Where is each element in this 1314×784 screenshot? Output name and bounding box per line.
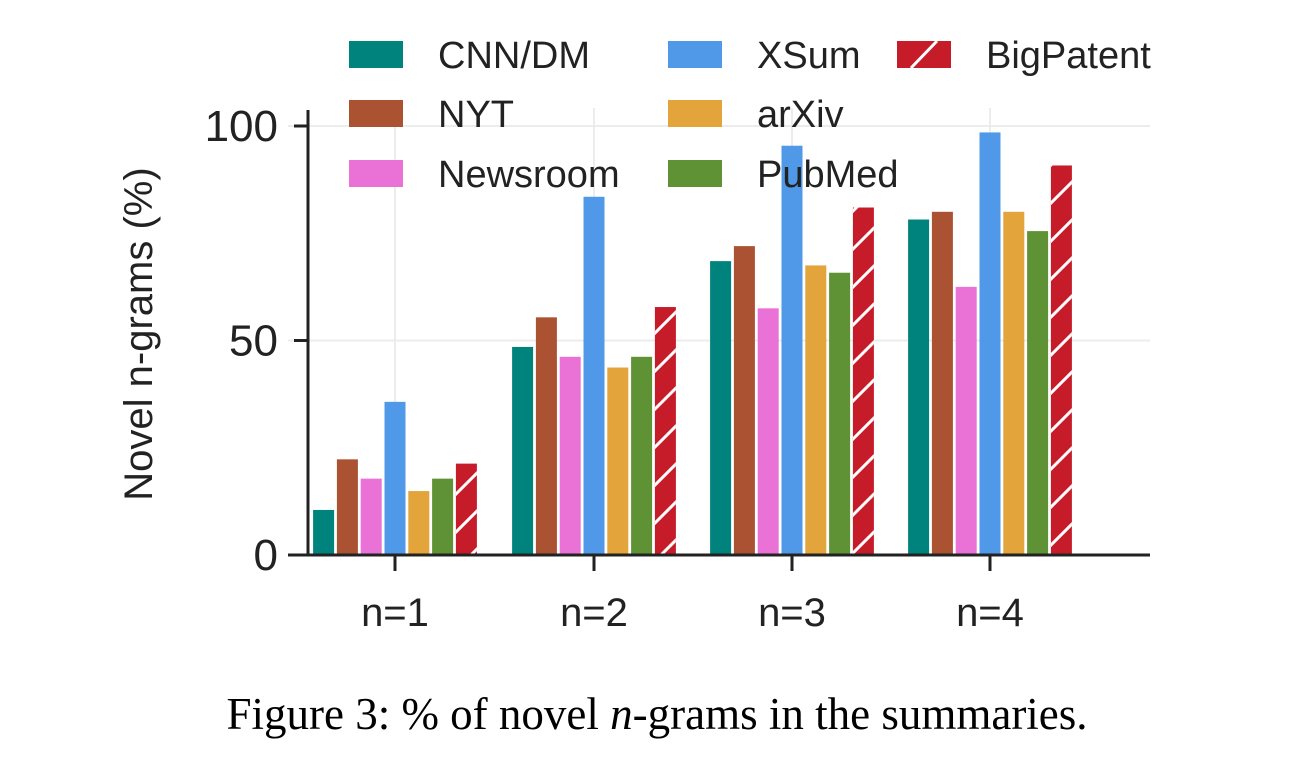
legend-label-xsum: XSum xyxy=(757,35,860,77)
bar-cnn-dm-n4 xyxy=(908,220,929,555)
legend-label-newsroom: Newsroom xyxy=(438,154,620,196)
legend-swatch-xsum xyxy=(668,41,722,68)
bar-pubmed-n4 xyxy=(1027,231,1048,555)
bar-xsum-n4 xyxy=(980,132,1001,555)
novel-ngrams-bar-chart: 0 50 100 n=1 n=2 n=3 n=4 CNN/DM NYT Newsroom XSum… xyxy=(0,0,1314,680)
legend-label-arxiv: arXiv xyxy=(757,94,844,136)
bar-nyt-n1 xyxy=(337,459,358,555)
x-tick-label-1: n=1 xyxy=(361,591,429,635)
bar-xsum-n1 xyxy=(385,402,406,555)
legend-label-bigpatent: BigPatent xyxy=(986,35,1151,77)
bar-cnn-dm-n3 xyxy=(710,261,731,555)
bar-pubmed-n2 xyxy=(631,357,652,555)
bars xyxy=(313,132,1072,555)
y-tick-label-0: 0 xyxy=(254,531,278,580)
caption-math-n: n xyxy=(610,689,633,739)
legend: CNN/DM NYT Newsroom XSum arXiv PubMed BigPaten… xyxy=(349,35,1151,196)
figure-caption: Figure 3: % of novel n-grams in the summ… xyxy=(0,688,1314,740)
caption-prefix: Figure 3: % of novel xyxy=(226,689,610,739)
bar-pubmed-n1 xyxy=(432,479,453,555)
bar-hatch-bigpatent-n2 xyxy=(655,307,676,555)
y-tick-label-100: 100 xyxy=(205,102,278,151)
bar-arxiv-n3 xyxy=(805,265,826,555)
legend-label-nyt: NYT xyxy=(438,94,514,136)
bar-arxiv-n1 xyxy=(408,491,429,555)
bar-hatch-bigpatent-n1 xyxy=(456,464,477,555)
legend-swatch-pubmed xyxy=(668,160,722,187)
caption-suffix: -grams in the summaries. xyxy=(633,689,1088,739)
bar-cnn-dm-n1 xyxy=(313,510,334,555)
y-axis-label: Novel n-grams (%) xyxy=(117,167,161,500)
legend-swatch-nyt xyxy=(349,100,403,127)
y-tick-label-50: 50 xyxy=(229,317,278,366)
legend-swatch-cnn-dm xyxy=(349,41,403,68)
bar-newsroom-n3 xyxy=(758,308,779,555)
x-tick-label-2: n=2 xyxy=(560,591,628,635)
bar-hatch-bigpatent-n4 xyxy=(1051,165,1072,555)
bar-nyt-n3 xyxy=(734,246,755,555)
bar-newsroom-n1 xyxy=(361,479,382,555)
bar-arxiv-n2 xyxy=(607,368,628,555)
legend-label-cnn-dm: CNN/DM xyxy=(438,35,590,77)
x-tick-label-3: n=3 xyxy=(758,591,826,635)
legend-swatch-newsroom xyxy=(349,160,403,187)
bar-newsroom-n4 xyxy=(956,287,977,555)
bar-nyt-n2 xyxy=(536,317,557,555)
bar-pubmed-n3 xyxy=(829,273,850,555)
x-tick-label-4: n=4 xyxy=(956,591,1024,635)
legend-swatch-arxiv xyxy=(668,100,722,127)
bar-newsroom-n2 xyxy=(560,357,581,555)
bar-nyt-n4 xyxy=(932,212,953,555)
bar-hatch-bigpatent-n3 xyxy=(853,208,874,555)
bar-arxiv-n4 xyxy=(1003,212,1024,555)
bar-xsum-n3 xyxy=(782,146,803,555)
bar-cnn-dm-n2 xyxy=(512,347,533,555)
bar-xsum-n2 xyxy=(584,197,605,555)
legend-label-pubmed: PubMed xyxy=(757,154,899,196)
